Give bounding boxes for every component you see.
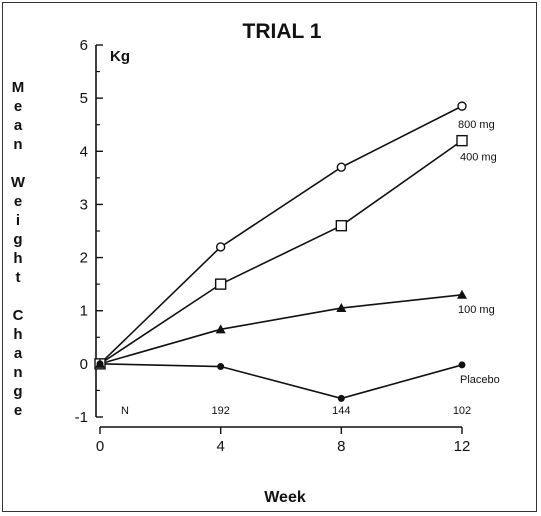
x-ticks: 0 4 8 12	[96, 427, 471, 455]
y-label-char: g	[13, 383, 22, 400]
data-point	[214, 278, 227, 290]
x-tick-label: 8	[337, 438, 345, 455]
n-value: 102	[453, 405, 471, 417]
y-tick-label: 6	[80, 37, 88, 54]
n-row: N 192 144 102	[121, 405, 471, 417]
series-lines	[94, 101, 468, 402]
x-tick-label: 4	[216, 438, 224, 455]
y-tick-label: 2	[80, 250, 88, 267]
series-label: 100 mg	[458, 304, 495, 316]
y-ticks: -1 0 1 2 3 4 5 6	[75, 37, 103, 426]
series-label: Placebo	[460, 374, 500, 386]
y-label-char: W	[11, 174, 26, 191]
y-label-char: C	[13, 307, 24, 324]
y-tick-label: 4	[80, 143, 88, 160]
data-point	[215, 242, 226, 252]
y-label-char: t	[16, 269, 21, 286]
series-line	[99, 140, 463, 365]
y-label-char: e	[14, 193, 22, 210]
n-value: 144	[332, 405, 350, 417]
y-tick-label: -1	[75, 409, 88, 426]
y-label-char: h	[13, 250, 22, 267]
y-label-char: g	[13, 231, 22, 248]
n-value: 192	[211, 405, 229, 417]
x-tick-label: 0	[96, 438, 104, 455]
series-labels: 800 mg 400 mg 100 mg Placebo	[458, 119, 500, 386]
y-label-char: a	[14, 345, 23, 362]
data-point	[335, 219, 348, 232]
series-label: 800 mg	[458, 119, 495, 131]
x-tick-label: 12	[454, 438, 471, 455]
y-label-char: n	[13, 364, 22, 381]
data-point	[215, 324, 226, 334]
data-point	[457, 289, 467, 299]
data-point	[217, 363, 225, 371]
data-point	[458, 361, 466, 369]
y-unit-label: Kg	[110, 48, 130, 65]
chart-title: TRIAL 1	[243, 20, 322, 43]
y-label-char: M	[12, 79, 25, 96]
y-tick-label: 0	[80, 356, 88, 373]
n-row-label: N	[121, 405, 129, 417]
series-line	[99, 293, 463, 365]
y-label-char: h	[13, 326, 22, 343]
axes	[95, 45, 462, 428]
x-axis-label: Week	[264, 489, 306, 506]
series-line	[99, 105, 463, 365]
y-tick-label: 5	[80, 90, 88, 107]
data-point	[337, 394, 345, 402]
series-line	[99, 363, 463, 400]
y-label-char: e	[14, 402, 22, 419]
data-point	[456, 134, 468, 147]
data-point	[96, 360, 104, 368]
data-point	[336, 303, 347, 313]
y-label-char: a	[14, 117, 23, 134]
y-label-char: i	[16, 212, 20, 229]
y-tick-label: 3	[80, 196, 88, 213]
y-label-char: e	[14, 98, 22, 115]
y-label-char: n	[13, 136, 22, 153]
y-tick-label: 1	[80, 303, 88, 320]
data-point	[457, 101, 467, 111]
data-point	[336, 162, 347, 172]
series-label: 400 mg	[460, 152, 497, 164]
